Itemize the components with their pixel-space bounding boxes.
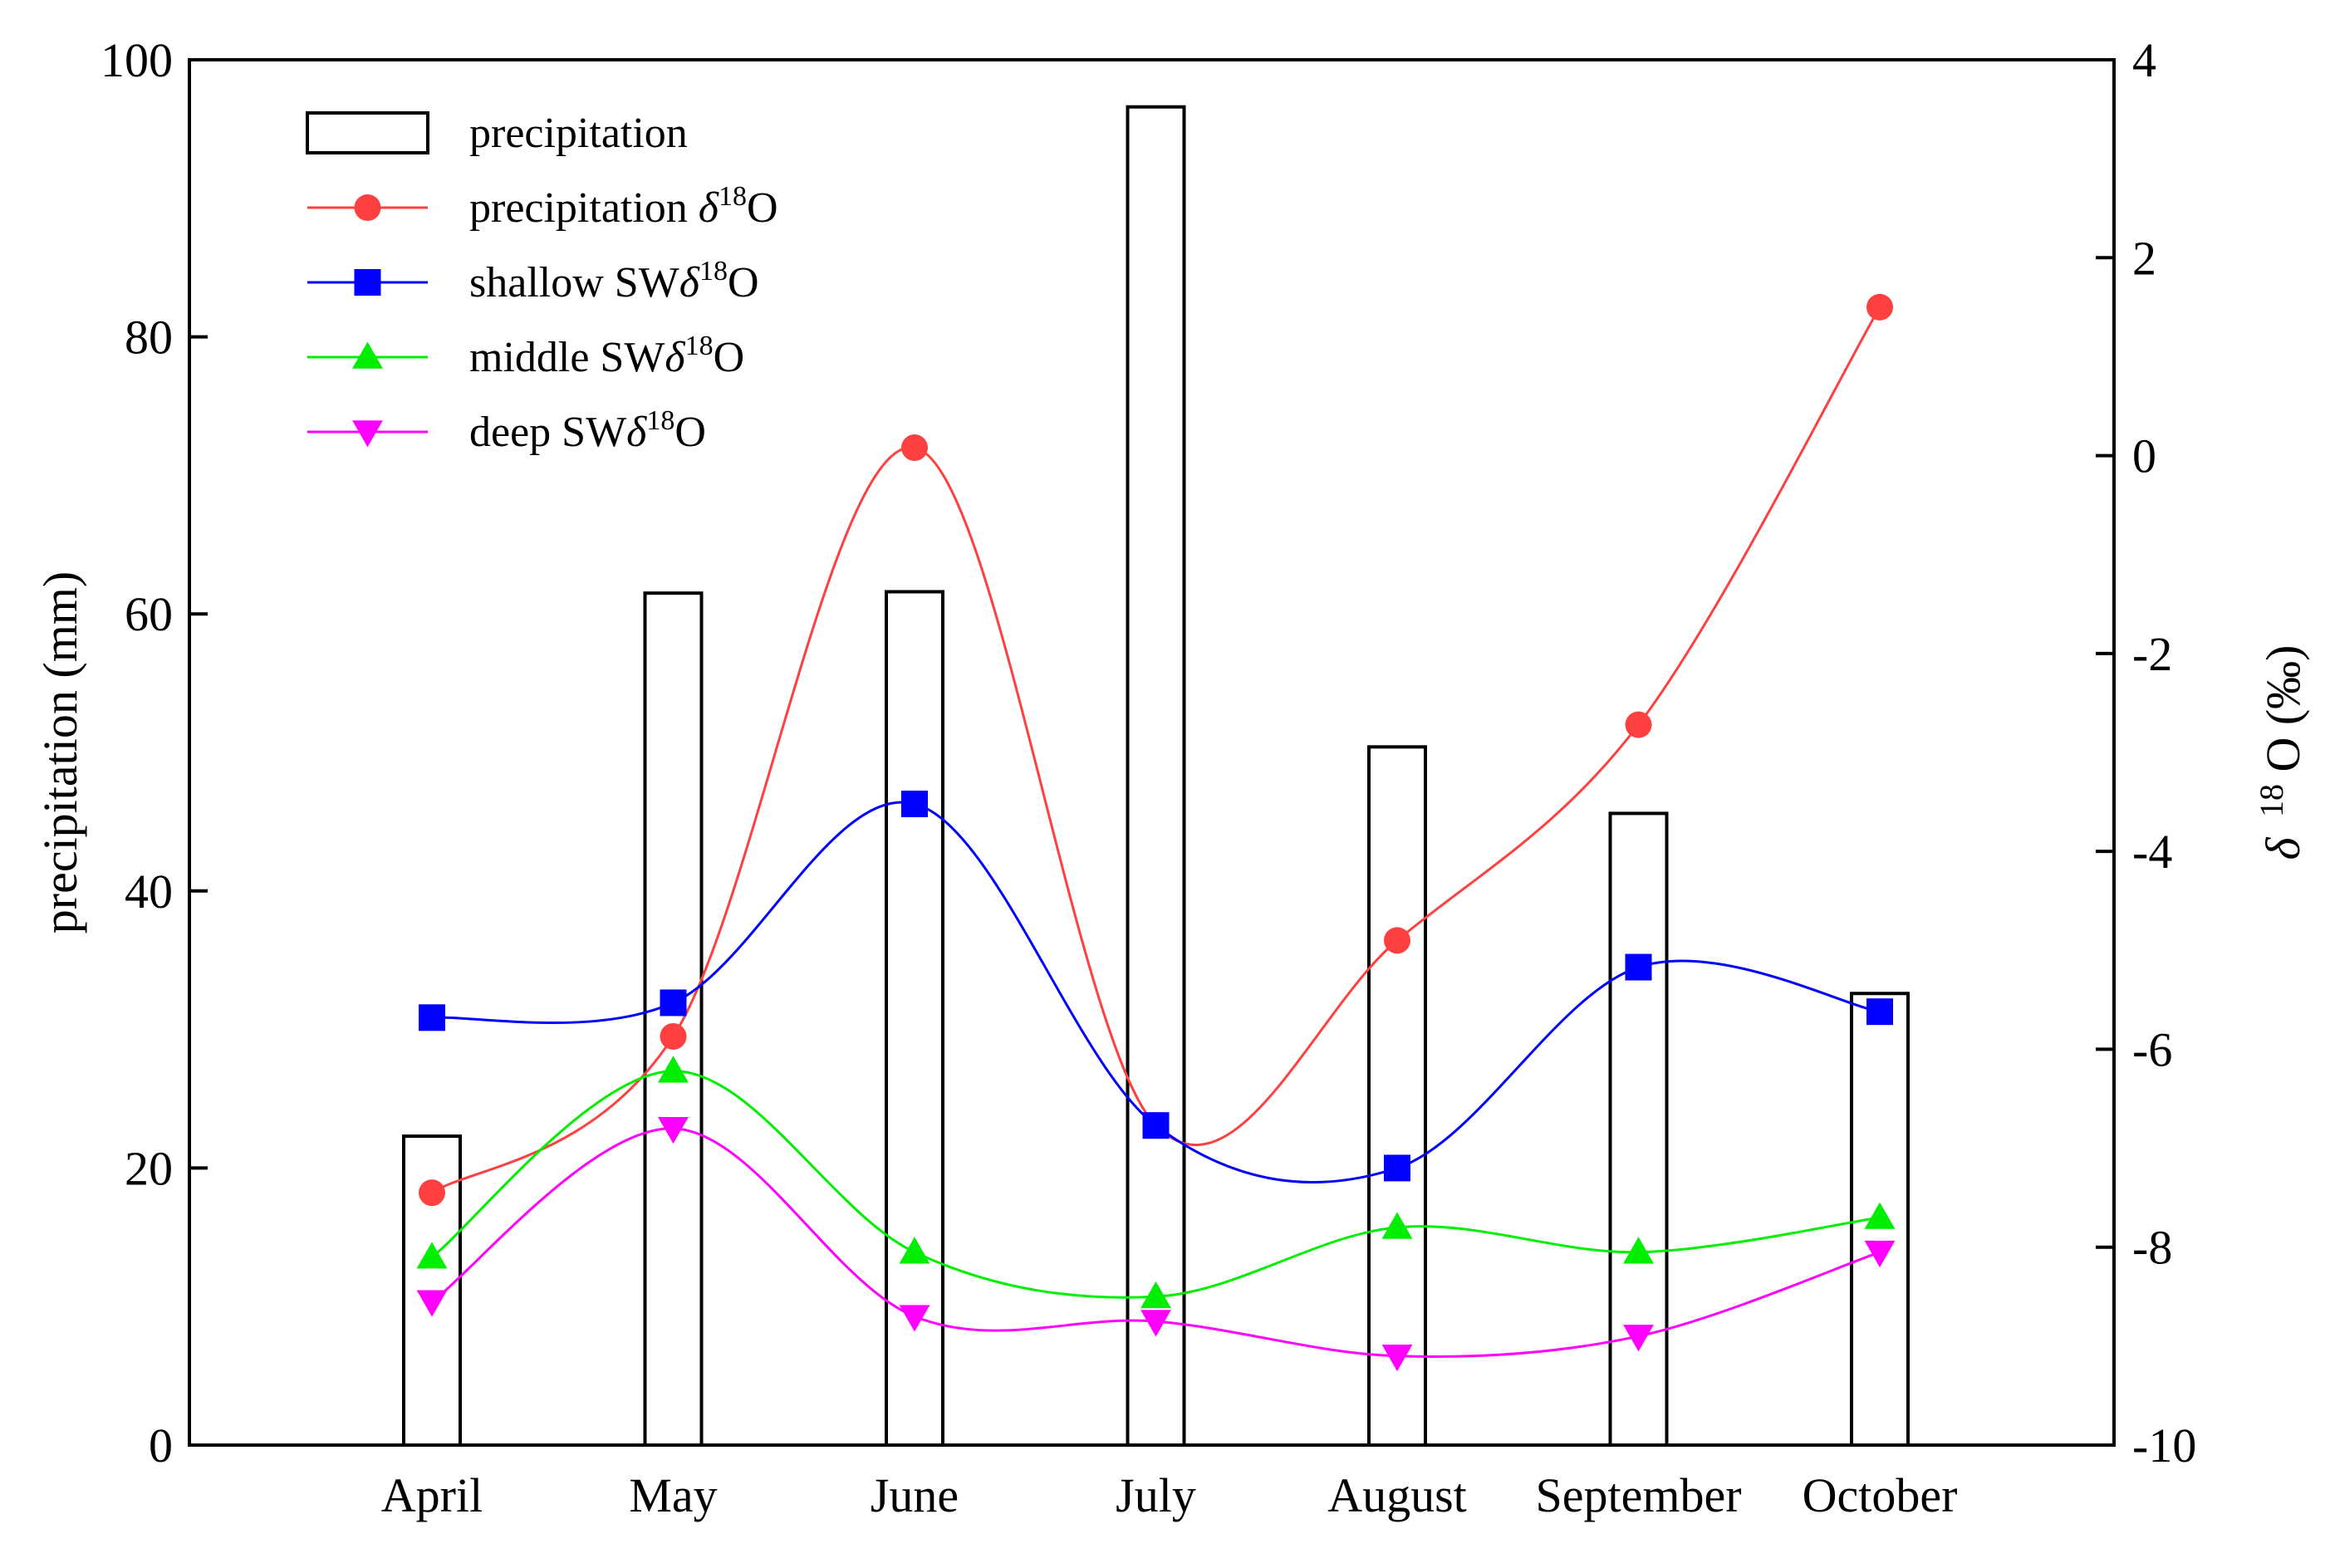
tick-label-right--4: -4 [2132, 825, 2172, 879]
legend-swatch-precipitation [306, 111, 429, 154]
marker-series-1-september [1625, 953, 1652, 981]
tick-label-right--10: -10 [2132, 1419, 2196, 1472]
tick-label-x-september: September [1535, 1468, 1741, 1522]
marker-series-2-october [1864, 1202, 1896, 1229]
legend-marker-series-0 [354, 194, 381, 221]
tick-label-right--8: -8 [2132, 1221, 2172, 1275]
tick-label-right-4: 4 [2132, 33, 2156, 87]
marker-series-3-august [1381, 1344, 1413, 1372]
marker-series-3-april [416, 1290, 448, 1317]
y-axis-right-title-rest: O (‰) [2256, 645, 2310, 772]
legend-label-series-3: deep SWδ18O [469, 405, 706, 456]
tick-label-x-may: May [629, 1468, 717, 1522]
tick-label-left-60: 60 [125, 587, 173, 641]
legend-marker-series-3 [352, 420, 383, 448]
marker-series-2-august [1381, 1212, 1413, 1239]
tick-label-right-2: 2 [2132, 231, 2156, 285]
y-axis-right-title: δ 18 O (‰) [2239, 645, 2310, 860]
marker-series-3-october [1864, 1240, 1896, 1268]
marker-series-3-may [658, 1116, 689, 1144]
legend: precipitation precipitation δ18O shallow S… [306, 110, 778, 456]
tick-label-left-20: 20 [125, 1141, 173, 1195]
marker-series-2-april [416, 1242, 448, 1269]
tick-label-right--2: -2 [2132, 627, 2172, 681]
marker-series-1-october [1866, 998, 1893, 1026]
marker-series-1-june [901, 790, 928, 817]
legend-label-precipitation: precipitation [469, 110, 688, 157]
series-markers [416, 293, 1896, 1372]
bar-may [643, 591, 704, 1447]
marker-series-3-september [1623, 1325, 1654, 1352]
plot-frame [188, 58, 2116, 1447]
marker-series-0-august [1384, 927, 1410, 954]
marker-series-1-april [419, 1004, 445, 1031]
marker-series-0-june [901, 434, 928, 462]
tick-label-left-40: 40 [125, 865, 173, 919]
legend-label-series-2: middle SWδ18O [469, 331, 744, 381]
legend-marker-series-2 [352, 341, 383, 369]
precipitation-bars [402, 105, 1910, 1448]
bar-june [885, 590, 944, 1448]
tick-label-x-july: July [1116, 1468, 1196, 1522]
marker-series-0-september [1625, 711, 1652, 738]
tick-label-x-april: April [381, 1468, 483, 1522]
marker-series-0-october [1866, 293, 1893, 321]
tick-label-left-0: 0 [149, 1419, 173, 1472]
marker-series-0-april [419, 1179, 445, 1207]
tick-label-right-0: 0 [2132, 429, 2156, 483]
y-axis-right-title-sup: 18 [2253, 784, 2290, 817]
bar-july [1126, 105, 1186, 1447]
marker-series-1-july [1142, 1112, 1170, 1139]
marker-series-2-july [1140, 1281, 1171, 1309]
legend-label-series-0: precipitation δ18O [469, 181, 778, 232]
marker-series-1-may [660, 989, 687, 1017]
tick-label-left-100: 100 [101, 33, 173, 87]
axis-ticks: 0 20 40 60 80 100 -10 -8 -6 -4 -2 0 2 4 April May June Ju… [101, 33, 2196, 1522]
legend-marker-series-1 [354, 269, 381, 296]
legend-label-series-1: shallow SWδ18O [469, 256, 759, 306]
marker-series-0-may [660, 1022, 687, 1050]
marker-series-2-june [899, 1237, 930, 1264]
tick-label-x-august: August [1327, 1468, 1467, 1522]
y-axis-left-title: precipitation (mm) [33, 571, 87, 933]
tick-label-x-june: June [871, 1468, 959, 1522]
marker-series-3-june [899, 1305, 930, 1332]
tick-label-left-80: 80 [125, 311, 173, 365]
marker-series-3-july [1140, 1310, 1171, 1337]
y-axis-right-title-delta: δ [2256, 836, 2310, 860]
marker-series-2-september [1623, 1237, 1654, 1264]
marker-series-1-august [1384, 1154, 1410, 1182]
bar-august [1367, 745, 1427, 1447]
tick-label-x-october: October [1803, 1468, 1958, 1522]
tick-label-right--6: -6 [2132, 1022, 2172, 1076]
marker-series-2-may [658, 1056, 689, 1083]
